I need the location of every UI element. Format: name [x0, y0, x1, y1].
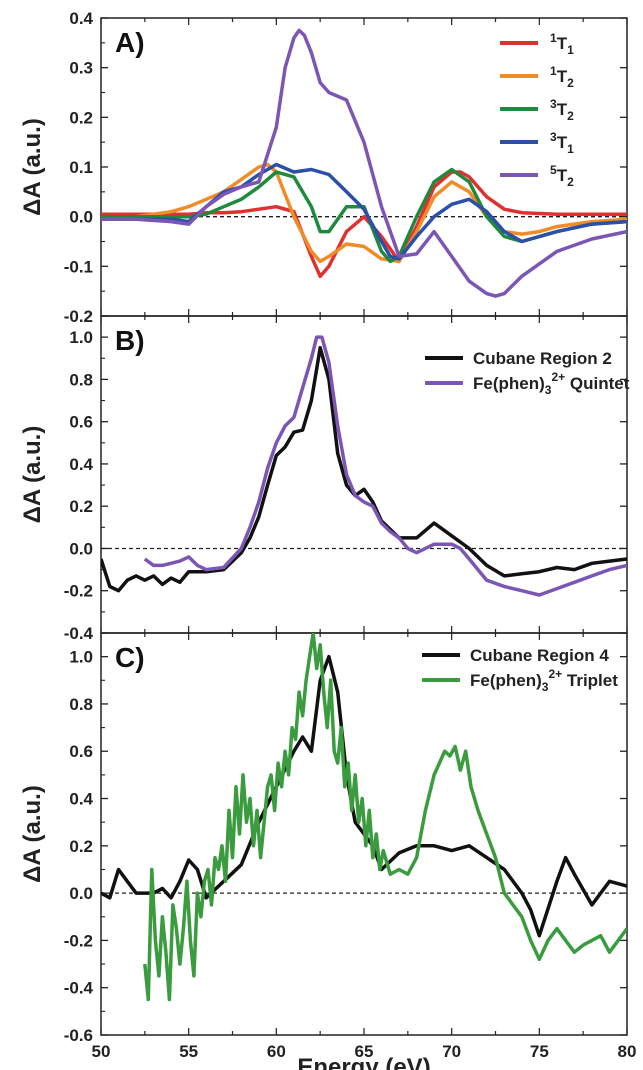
y-tick-label: 0.6	[69, 742, 93, 761]
series-line-2	[143, 633, 627, 1002]
y-tick-label: -0.1	[64, 257, 93, 276]
y-tick-label: 0.1	[69, 158, 93, 177]
panel-3: -0.6 -0.4 -0.2 0.0 0.2 0.4 0.6 0.8 1.0 50 55 60 65 70…	[19, 632, 637, 1070]
x-tick-label: 55	[179, 1042, 198, 1061]
y-tick-label: 0.2	[69, 497, 93, 516]
legend-label: 3T1	[550, 130, 574, 156]
legend: Cubane Region 4 Fe(phen)32+ Triplet	[422, 646, 618, 694]
series-line-2	[143, 335, 627, 597]
y-tick-label: 0.4	[69, 790, 93, 809]
x-tick-label: 60	[267, 1042, 286, 1061]
x-tick-label: 65	[355, 1042, 374, 1061]
y-tick-label: 0.0	[69, 539, 93, 558]
y-tick-label: 0.0	[69, 884, 93, 903]
y-tick-label: 0.8	[69, 370, 93, 389]
y-tick-label: -0.2	[64, 931, 93, 950]
y-tick-label: -0.2	[64, 307, 93, 326]
series-line-1	[101, 654, 627, 938]
legend: Cubane Region 2 Fe(phen)32+ Quintet	[425, 349, 630, 397]
plot-frame	[100, 17, 628, 317]
panel-1: -0.2 -0.1 0.0 0.1 0.2 0.3 0.4 ΔA (a.u.) A) 1T1 1T2…	[19, 9, 628, 326]
x-tick-label: 70	[442, 1042, 461, 1061]
legend-label: Cubane Region 4	[470, 646, 609, 665]
panel-letter: C)	[115, 642, 145, 673]
y-tick-label: 0.4	[69, 455, 93, 474]
y-tick-label: 0.2	[69, 837, 93, 856]
y-tick-label: -0.4	[64, 624, 94, 643]
chart-panels: -0.2 -0.1 0.0 0.1 0.2 0.3 0.4 ΔA (a.u.) A) 1T1 1T2…	[19, 9, 636, 1070]
x-tick-label: 50	[92, 1042, 111, 1061]
series-line-1	[101, 345, 627, 593]
series-line-1	[101, 170, 627, 279]
y-tick-label: 1.0	[69, 328, 93, 347]
y-tick-label: 0.4	[69, 9, 93, 28]
y-axis-title: ΔA (a.u.)	[19, 426, 46, 524]
y-tick-label: 0.2	[69, 108, 93, 127]
y-tick-label: 0.3	[69, 59, 93, 78]
legend-label: Fe(phen)32+ Triplet	[470, 667, 618, 694]
legend-label: 5T2	[550, 163, 574, 189]
series-line-3	[101, 167, 627, 264]
panel-letter: B)	[115, 325, 145, 356]
y-tick-label: 0.6	[69, 413, 93, 432]
series-line-5	[101, 28, 627, 298]
panel-letter: A)	[115, 27, 145, 58]
y-tick-label: -0.6	[64, 1026, 93, 1045]
x-tick-label: 75	[530, 1042, 549, 1061]
x-axis-title: Energy (eV)	[297, 1054, 430, 1070]
legend-label: Cubane Region 2	[473, 349, 612, 368]
y-tick-label: 0.0	[69, 208, 93, 227]
legend: 1T1 1T2 3T2 3T1 5T2	[500, 31, 574, 189]
legend-label: 3T2	[550, 97, 574, 123]
legend-label: 1T2	[550, 64, 574, 90]
y-tick-label: 1.0	[69, 648, 93, 667]
x-tick-label: 80	[618, 1042, 637, 1061]
y-axis-title: ΔA (a.u.)	[19, 785, 46, 883]
panel-2: -0.4 -0.2 0.0 0.2 0.4 0.6 0.8 1.0 ΔA (a.u.) B) Cub…	[19, 315, 630, 643]
y-tick-label: -0.2	[64, 582, 93, 601]
y-axis-title: ΔA (a.u.)	[19, 118, 46, 216]
y-tick-label: 0.8	[69, 695, 93, 714]
y-tick-label: -0.4	[64, 979, 94, 998]
legend-label: 1T1	[550, 31, 574, 57]
legend-label: Fe(phen)32+ Quintet	[473, 370, 630, 397]
